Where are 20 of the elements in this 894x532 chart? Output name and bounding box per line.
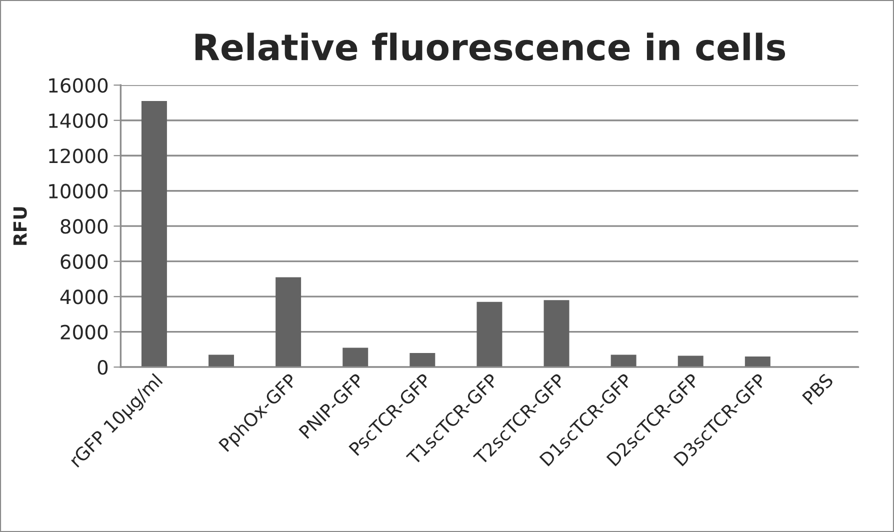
y-tick-label: 0 [98, 360, 108, 375]
bar [342, 348, 368, 368]
y-tick-label: 12000 [49, 148, 108, 164]
y-axis-title: RFU [13, 207, 27, 245]
bar [476, 302, 502, 368]
y-tick-label: 10000 [49, 184, 108, 199]
y-tick-label: 16000 [49, 78, 108, 93]
bar [410, 352, 436, 368]
y-tick-label: 8000 [60, 219, 108, 234]
bar [141, 100, 167, 368]
bar [208, 354, 234, 368]
bar [610, 354, 636, 368]
bar [544, 300, 570, 368]
bar [276, 277, 302, 368]
y-tick-label: 4000 [60, 290, 108, 304]
y-tick-label: 6000 [60, 254, 108, 270]
bar [744, 356, 770, 368]
chart-title: Relative fluorescence in cells [195, 32, 786, 61]
y-tick-label: 14000 [49, 113, 108, 128]
y-tick-label: 2000 [60, 324, 108, 340]
